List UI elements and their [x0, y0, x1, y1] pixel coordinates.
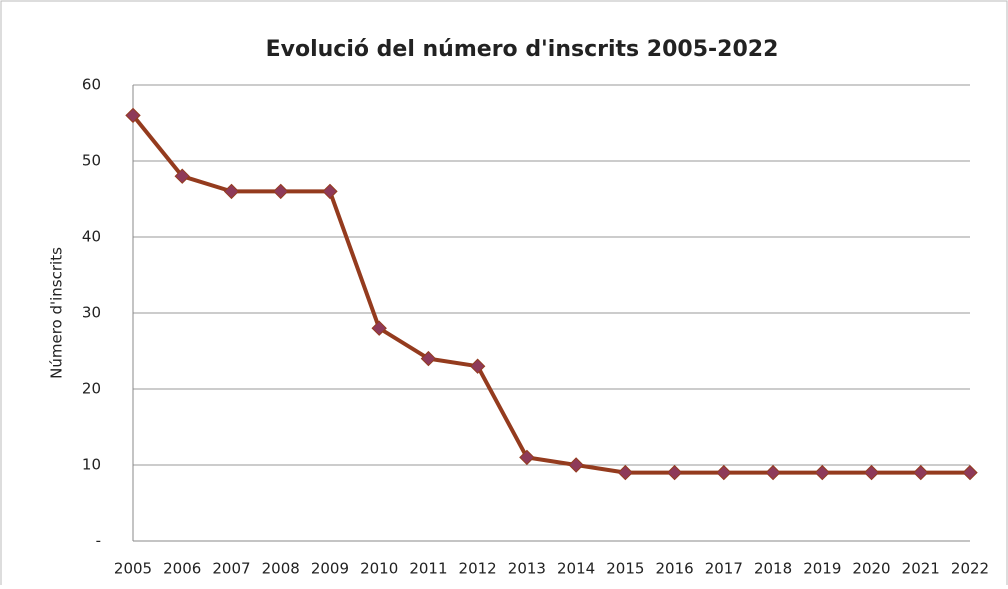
- data-point: [125, 107, 141, 124]
- data-point: [765, 464, 781, 481]
- data-point: [174, 168, 190, 184]
- data-point: [223, 183, 240, 200]
- data-point: [863, 464, 880, 481]
- data-point: [272, 183, 289, 200]
- y-tick-label: 10: [82, 456, 101, 474]
- y-tick-label: -: [96, 532, 101, 550]
- x-tick-label: 2019: [803, 560, 841, 578]
- y-tick-label: 60: [82, 76, 101, 94]
- data-point: [519, 449, 535, 466]
- data-point: [371, 320, 387, 336]
- data-point: [469, 358, 486, 374]
- chart-title: Evolució del número d'inscrits 2005-2022: [266, 37, 779, 62]
- data-line: [131, 114, 970, 475]
- data-point: [568, 457, 584, 473]
- data-point: [716, 464, 732, 481]
- y-tick-label: 50: [82, 152, 101, 170]
- x-tick-label: 2022: [951, 560, 989, 578]
- x-tick-label: 2020: [852, 560, 890, 578]
- data-point: [814, 464, 831, 481]
- x-tick-label: 2013: [508, 560, 546, 578]
- x-tick-label: 2007: [212, 560, 250, 578]
- x-tick-label: 2005: [114, 560, 152, 578]
- data-point: [962, 464, 978, 481]
- y-tick-label: 20: [82, 380, 101, 398]
- y-axis-label: Número d'inscrits: [48, 247, 66, 379]
- data-point: [322, 183, 338, 200]
- data-point: [913, 464, 929, 481]
- x-tick-label: 2012: [459, 560, 497, 578]
- x-tick-label: 2006: [163, 560, 201, 578]
- x-tick-label: 2011: [409, 560, 447, 578]
- x-tick-label: 2010: [360, 560, 398, 578]
- x-tick-label: 2021: [902, 560, 940, 578]
- x-tick-label: 2016: [655, 560, 693, 578]
- x-tick-label: 2018: [754, 560, 792, 578]
- x-tick-label: 2009: [311, 560, 349, 578]
- y-tick-label: 30: [82, 304, 101, 322]
- x-tick-label: 2017: [705, 560, 743, 578]
- x-tick-label: 2008: [262, 560, 300, 578]
- x-tick-label: 2015: [606, 560, 644, 578]
- x-tick-label: 2014: [557, 560, 595, 578]
- data-point: [617, 464, 634, 481]
- y-tick-label: 40: [82, 228, 101, 246]
- data-point: [420, 350, 437, 367]
- data-point: [666, 464, 683, 481]
